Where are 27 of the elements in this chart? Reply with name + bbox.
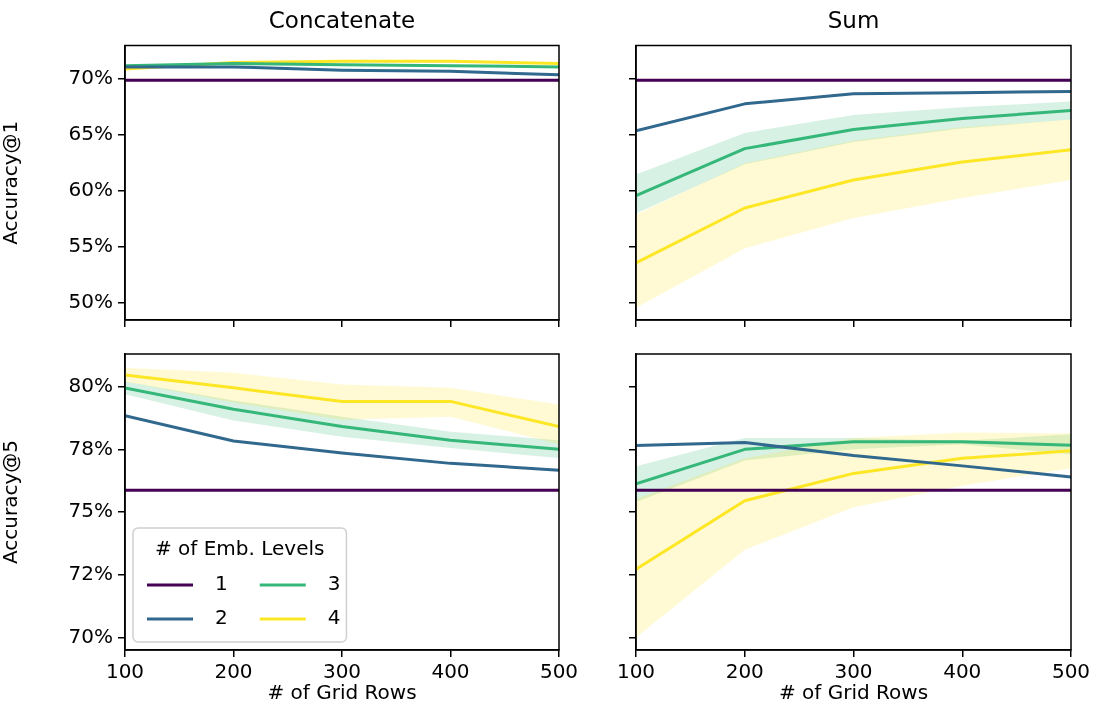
x-tick-label: 500 [539, 659, 579, 684]
x-tick-label: 200 [725, 659, 764, 684]
x-tick-label: 400 [431, 659, 470, 684]
legend-label: 2 [215, 605, 228, 630]
legend-label: 4 [327, 605, 341, 630]
legend-label: 1 [215, 571, 228, 596]
x-tick-label: 500 [1051, 659, 1091, 684]
x-tick-label: 100 [616, 659, 656, 684]
x-tick-label: 100 [105, 659, 145, 684]
y-tick-label: 65% [68, 121, 113, 146]
y-tick-label: 72% [68, 560, 113, 585]
y-tick-label: 78% [68, 435, 113, 460]
chart-title: Concatenate [268, 6, 416, 33]
y-tick-label: 60% [68, 177, 113, 202]
y-tick-label: 70% [68, 65, 113, 90]
x-tick-label: 400 [943, 659, 982, 684]
chart-title: Sum [827, 6, 880, 33]
y-tick-label: 55% [68, 233, 113, 258]
y-tick-label: 50% [68, 289, 113, 314]
y-tick-label: 70% [68, 623, 113, 648]
y-tick-label: 75% [68, 498, 113, 523]
legend-label: 3 [327, 571, 341, 596]
x-tick-label: 200 [214, 659, 253, 684]
y-axis-title: Accuracy@5 [0, 439, 23, 565]
y-tick-label: 80% [68, 372, 113, 397]
y-axis-title: Accuracy@1 [0, 120, 23, 245]
legend-title: # of Emb. Levels [154, 536, 325, 561]
